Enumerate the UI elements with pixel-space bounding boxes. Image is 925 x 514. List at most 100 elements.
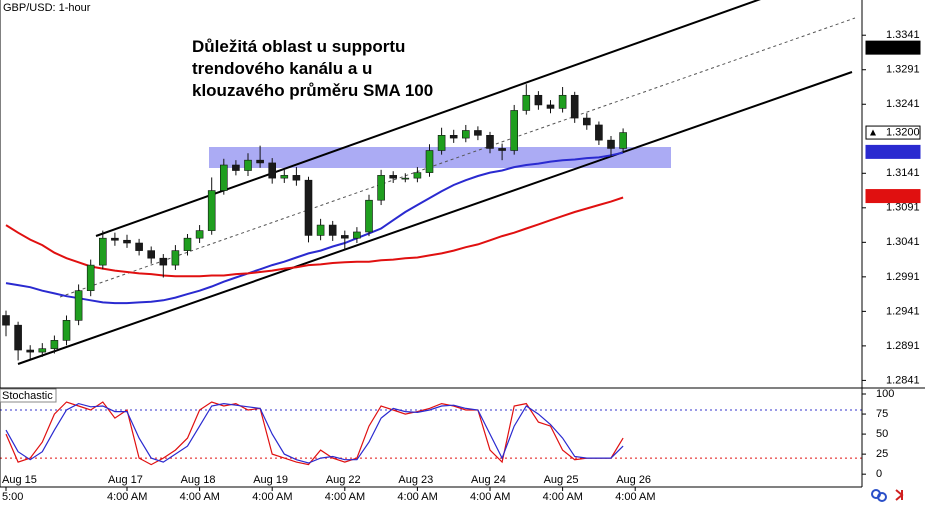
candle-body bbox=[486, 135, 494, 149]
support-zone bbox=[209, 147, 671, 168]
candle-body bbox=[595, 124, 603, 141]
y-tick-label: 1.2841 bbox=[886, 374, 920, 386]
candle-body bbox=[353, 231, 361, 239]
stochastic-line bbox=[5, 402, 624, 464]
candle-body bbox=[498, 148, 506, 151]
jump-icon[interactable] bbox=[895, 489, 904, 501]
x-time-label: 4:00 AM bbox=[397, 491, 437, 503]
y-tick-label: 1.3091 bbox=[886, 202, 920, 214]
x-time-label: 4:00 AM bbox=[325, 491, 365, 503]
candle-body bbox=[558, 94, 567, 109]
candle-body bbox=[111, 237, 119, 241]
x-tick-label: Aug 22 bbox=[326, 474, 361, 486]
moving-average bbox=[5, 196, 624, 278]
candle-body bbox=[99, 237, 107, 266]
candle-body bbox=[340, 235, 349, 239]
candle-body bbox=[449, 135, 458, 139]
candle-body bbox=[159, 257, 168, 266]
candle-body bbox=[123, 239, 131, 244]
y-tick-label: 75 bbox=[876, 408, 888, 420]
x-tick-label: Aug 18 bbox=[181, 474, 216, 486]
x-tick-label: Aug 26 bbox=[616, 474, 651, 486]
candle-body bbox=[425, 150, 434, 173]
y-tick-label: 25 bbox=[876, 448, 888, 460]
price-marker-label: 1.3200 bbox=[886, 126, 920, 138]
candle-body bbox=[195, 230, 204, 239]
price-marker bbox=[865, 144, 921, 159]
y-tick-label: 1.2891 bbox=[886, 340, 920, 352]
x-tick-label: Aug 15 bbox=[2, 474, 37, 486]
candle-body bbox=[62, 320, 71, 341]
candle-body bbox=[328, 224, 337, 236]
candle-body bbox=[607, 139, 615, 149]
y-tick-label: 100 bbox=[876, 388, 894, 400]
candle-body bbox=[365, 199, 373, 233]
price-marker bbox=[865, 189, 921, 204]
candle-body bbox=[268, 162, 277, 179]
candle-body bbox=[2, 315, 10, 326]
nav-icons[interactable] bbox=[864, 487, 925, 514]
moving-average bbox=[5, 151, 624, 305]
x-time-label: 4:00 AM bbox=[543, 491, 583, 503]
candle-body bbox=[377, 175, 385, 201]
price-marker bbox=[865, 40, 921, 55]
candle-body bbox=[232, 164, 240, 171]
candle-body bbox=[546, 104, 555, 109]
annotation-line: Důležitá oblast u supportu bbox=[192, 37, 405, 56]
candle-body bbox=[570, 94, 579, 119]
y-tick-label: 1.3291 bbox=[886, 64, 920, 76]
icon-area bbox=[864, 487, 925, 514]
channel-lower bbox=[17, 71, 853, 365]
candle-body bbox=[401, 177, 410, 180]
candle-body bbox=[280, 175, 289, 179]
y-tick-label: 1.3241 bbox=[886, 98, 920, 110]
candle-body bbox=[14, 324, 22, 351]
x-tick-label: Aug 24 bbox=[471, 474, 506, 486]
price-marker bbox=[865, 125, 921, 140]
y-tick-label: 1.2991 bbox=[886, 271, 920, 283]
stochastic-title: Stochastic bbox=[2, 390, 53, 402]
x-time-label: 4:00 AM bbox=[252, 491, 292, 503]
candle-body bbox=[292, 175, 301, 181]
candle-body bbox=[304, 179, 313, 236]
candle-body bbox=[510, 110, 519, 151]
candle-body bbox=[474, 130, 482, 136]
symbol-label: GBP/USD: 1-hour bbox=[3, 2, 91, 14]
y-tick-label: 1.3141 bbox=[886, 167, 920, 179]
price-pane bbox=[2, 0, 856, 365]
link-icon bbox=[877, 492, 887, 502]
annotation-line: klouzavého průměru SMA 100 bbox=[192, 81, 433, 100]
candle-body bbox=[437, 135, 446, 151]
candle-body bbox=[50, 340, 59, 349]
y-tick-label: 1.2941 bbox=[886, 305, 920, 317]
candle-body bbox=[171, 250, 180, 266]
x-time-label: 4:00 AM bbox=[107, 491, 147, 503]
x-tick-label: Aug 17 bbox=[108, 474, 143, 486]
x-tick-label: Aug 23 bbox=[398, 474, 433, 486]
x-tick-label: Aug 19 bbox=[253, 474, 288, 486]
x-tick-label: Aug 25 bbox=[544, 474, 579, 486]
candle-body bbox=[135, 242, 143, 251]
candle-body bbox=[220, 164, 228, 191]
x-time-label: 5:00 bbox=[2, 491, 23, 503]
candle-body bbox=[256, 159, 264, 164]
x-time-label: 4:00 AM bbox=[470, 491, 510, 503]
candle-body bbox=[389, 175, 398, 179]
candle-body bbox=[86, 264, 95, 291]
candle-body bbox=[522, 94, 531, 111]
candle-body bbox=[26, 349, 35, 353]
candle-body bbox=[316, 224, 325, 236]
stochastic-pane bbox=[0, 401, 862, 466]
stochastic-label-box bbox=[0, 388, 57, 403]
candle-body bbox=[619, 132, 627, 149]
candle-body bbox=[413, 172, 422, 179]
y-tick-label: 0 bbox=[876, 468, 882, 480]
candle-body bbox=[244, 159, 252, 171]
annotation-line: trendového kanálu a u bbox=[192, 59, 372, 78]
x-time-label: 4:00 AM bbox=[615, 491, 655, 503]
candle-body bbox=[74, 290, 83, 321]
price-arrow bbox=[870, 129, 876, 136]
candle-body bbox=[461, 130, 470, 139]
stochastic-line bbox=[5, 401, 624, 466]
